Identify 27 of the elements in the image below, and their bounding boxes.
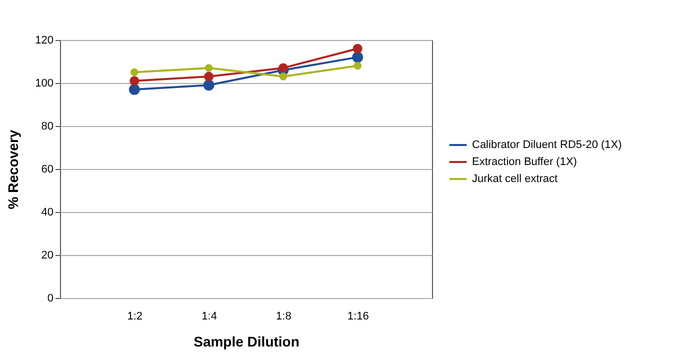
point [130,68,138,76]
y-tick-label: 20 [41,250,54,262]
point [130,76,140,86]
legend-label: Calibrator Diluent RD5-20 (1X) [472,139,622,151]
x-tick-label: 1:2 [127,310,143,322]
point [203,80,214,91]
y-tick-label: 120 [35,34,54,46]
point [128,84,140,95]
y-tick-label: 60 [41,164,54,176]
y-tick-label: 40 [41,206,54,218]
x-axis-title: Sample Dilution [194,334,300,350]
y-tick-label: 100 [35,78,54,90]
point [279,72,288,80]
y-tick-label: 0 [47,292,54,304]
x-tick-label: 1:16 [347,310,369,322]
point [352,52,364,63]
point [352,44,362,54]
y-axis-title: % Recovery [5,130,22,210]
x-tick-label: 1:4 [202,310,217,322]
y-tick-label: 80 [41,120,54,132]
point [204,64,213,72]
x-tick-label: 1:8 [276,310,292,322]
legend-label: Extraction Buffer (1X) [472,156,577,168]
point [204,72,214,82]
point [278,63,288,73]
point [354,62,362,70]
legend-label: Jurkat cell extract [472,173,558,185]
